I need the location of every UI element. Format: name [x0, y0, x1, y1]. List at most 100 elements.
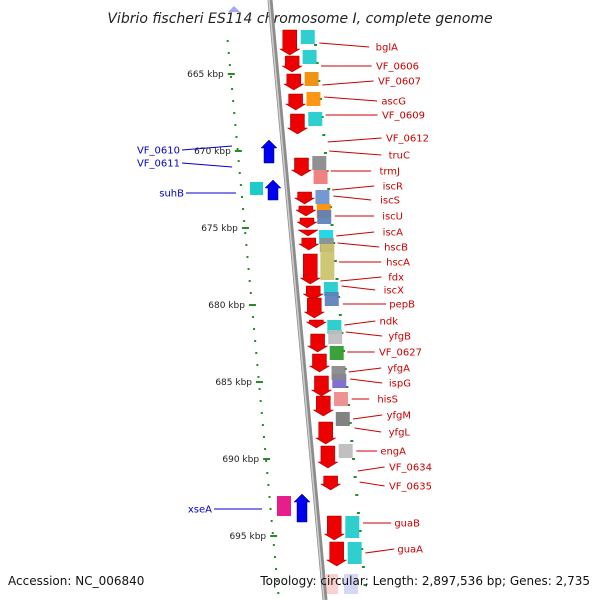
- position-dot: [261, 424, 264, 426]
- position-dot: [257, 376, 260, 378]
- forward-gene-arrow: [290, 157, 313, 177]
- position-dot: [243, 220, 246, 222]
- gene-annotation-block: [277, 496, 291, 516]
- kbp-tick-label: 670 kbp: [194, 147, 231, 157]
- gene-label-fdx: fdx: [388, 273, 404, 284]
- gene-label-iscX: iscX: [384, 286, 404, 297]
- kbp-tick-label: 665 kbp: [187, 70, 224, 80]
- kbp-tick-label: 690 kbp: [222, 455, 259, 465]
- position-dot: [264, 448, 267, 450]
- position-dot: [262, 436, 265, 438]
- position-dot: [333, 260, 337, 262]
- position-dot: [345, 386, 349, 388]
- gene-label-yfgL: yfgL: [389, 428, 411, 439]
- forward-gene-arrow: [297, 229, 319, 237]
- kbp-tick-label: 680 kbp: [208, 301, 245, 311]
- position-dot: [255, 352, 258, 354]
- gene-label-iscS: iscS: [380, 196, 400, 207]
- position-dot: [249, 292, 252, 294]
- gene-annotation-block: [313, 170, 328, 184]
- leader-line: [336, 231, 375, 237]
- forward-gene-arrow: [302, 285, 325, 301]
- gene-label-VF_0634: VF_0634: [389, 463, 432, 474]
- gene-label-hscA: hscA: [386, 258, 410, 269]
- position-dot: [348, 422, 352, 424]
- kbp-tick-label: 695 kbp: [229, 532, 266, 542]
- gene-label-engA: engA: [380, 447, 406, 458]
- position-dot: [253, 328, 256, 330]
- leader-line: [340, 276, 382, 282]
- gene-label-trmJ: trmJ: [379, 167, 400, 178]
- leader-line: [365, 548, 395, 554]
- leader-line: [322, 80, 374, 86]
- gene-label-hisS: hisS: [377, 395, 398, 406]
- gene-annotation-block: [320, 244, 335, 280]
- gene-annotation-block: [250, 182, 263, 195]
- leader-line: [337, 242, 380, 248]
- position-dot: [315, 62, 319, 64]
- position-dot: [232, 100, 235, 102]
- forward-gene-arrow: [316, 445, 339, 469]
- position-dot: [361, 566, 365, 568]
- position-dot: [234, 124, 237, 126]
- position-dot: [273, 556, 276, 558]
- accession-text: Accession: NC_006840: [8, 574, 145, 588]
- gene-label-iscU: iscU: [382, 212, 403, 223]
- gene-annotation-block: [317, 210, 332, 224]
- gene-label-ndk: ndk: [380, 317, 399, 328]
- position-dot: [272, 544, 275, 546]
- gene-label-truC: truC: [389, 151, 410, 162]
- position-dot: [226, 40, 229, 42]
- position-dot: [347, 404, 351, 406]
- forward-gene-arrow: [296, 217, 318, 229]
- leader-line: [332, 185, 375, 191]
- forward-gene-arrow: [278, 29, 301, 56]
- gene-annotation-block: [338, 444, 353, 458]
- forward-gene-arrow: [319, 475, 342, 491]
- position-dot: [254, 340, 257, 342]
- position-dot: [276, 580, 279, 582]
- gene-label-VF_0635: VF_0635: [389, 482, 432, 493]
- kbp-tick-mark: [241, 227, 249, 229]
- position-dot: [271, 532, 274, 534]
- leader-line: [329, 150, 382, 156]
- forward-gene-arrow: [281, 55, 304, 73]
- kbp-ticks: 665 kbp 670 kbp 675 kbp 680 kbp 685 kbp 690 k…: [187, 70, 278, 542]
- forward-gene-arrow: [286, 113, 309, 135]
- leader-line: [333, 195, 372, 201]
- reverse-gene-arrow: [264, 179, 282, 201]
- position-dot: [267, 484, 270, 486]
- position-dot: [233, 112, 236, 114]
- gene-label-VF_0606: VF_0606: [376, 62, 419, 73]
- position-dot: [228, 64, 231, 66]
- forward-gene-arrow: [312, 395, 335, 417]
- kbp-tick-label: 675 kbp: [201, 224, 238, 234]
- position-dot: [235, 136, 238, 138]
- position-dot: [275, 568, 278, 570]
- position-dot: [268, 496, 271, 498]
- position-dot: [246, 256, 249, 258]
- kbp-tick-mark: [227, 73, 235, 75]
- position-dot: [270, 520, 273, 522]
- position-dot: [318, 98, 322, 100]
- position-dot: [240, 196, 243, 198]
- gene-label-iscA: iscA: [383, 228, 403, 239]
- gene-annotation-block: [344, 574, 358, 594]
- forward-gene-arrow: [293, 191, 316, 205]
- leader-line: [348, 367, 382, 373]
- forward-gene-arrow: [308, 353, 331, 373]
- gene-label-VF_0610: VF_0610: [137, 146, 180, 157]
- leader-line: [324, 96, 378, 102]
- leader-line: [345, 331, 383, 337]
- forward-gene-arrow: [314, 421, 337, 445]
- position-dot: [322, 134, 326, 136]
- gene-label-yfgM: yfgM: [387, 411, 411, 422]
- gene-label-xseA: xseA: [188, 505, 212, 516]
- kbp-tick-mark: [256, 381, 264, 383]
- gene-annotation-block: [326, 574, 338, 594]
- position-dot: [360, 548, 364, 550]
- reverse-gene-arrow: [228, 6, 240, 12]
- position-dot: [260, 412, 263, 414]
- position-dot: [277, 592, 280, 594]
